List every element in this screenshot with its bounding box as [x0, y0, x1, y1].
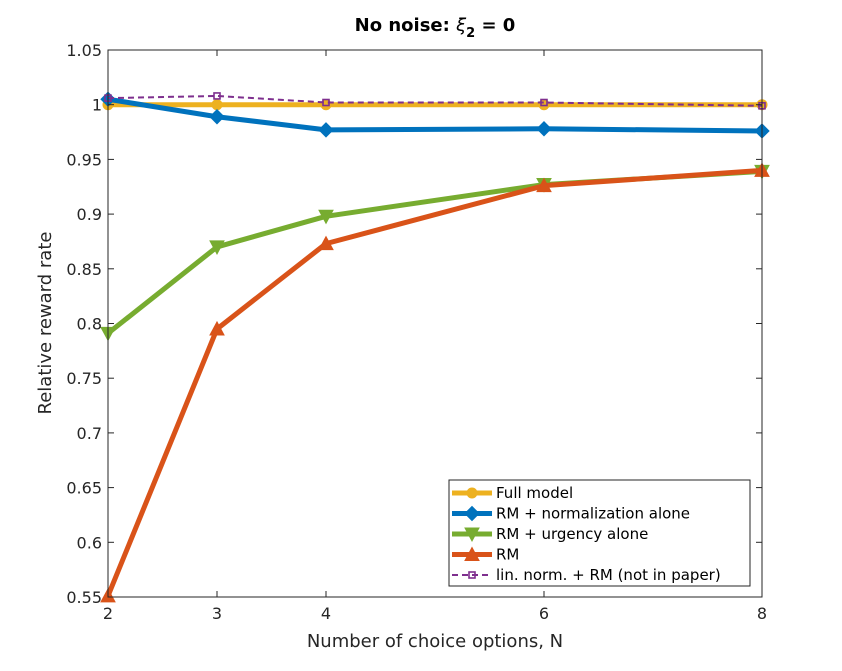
legend-marker-3 [464, 546, 480, 561]
x-tick-label: 4 [321, 604, 331, 623]
x-tick-label: 8 [757, 604, 767, 623]
x-tick-label: 6 [539, 604, 549, 623]
data-point [536, 121, 552, 137]
y-tick-label: 1 [92, 96, 102, 115]
data-point [211, 99, 223, 111]
data-point [540, 98, 548, 107]
data-point [209, 240, 225, 255]
y-tick-label: 0.95 [66, 150, 102, 169]
data-point [209, 109, 225, 125]
y-tick-label: 0.7 [77, 424, 102, 443]
x-tick-label: 3 [212, 604, 222, 623]
legend-box [448, 479, 751, 587]
y-tick-label: 0.55 [66, 588, 102, 607]
legend-marker-0 [466, 487, 478, 499]
data-point [318, 235, 334, 251]
legend: Full model RM + normalization alone RM + u… [448, 479, 751, 587]
legend-label-4: lin. norm. + RM (not in paper) [496, 566, 721, 584]
y-tick-label: 0.85 [66, 260, 102, 279]
data-point [536, 177, 552, 193]
legend-label-1: RM + normalization alone [496, 505, 690, 523]
data-point [318, 122, 334, 138]
y-tick-label: 0.6 [77, 533, 102, 552]
data-point [322, 98, 330, 107]
data-point [318, 209, 334, 225]
legend-label-0: Full model [496, 484, 573, 502]
y-tick-label: 0.9 [77, 205, 102, 224]
legend-label-2: RM + urgency alone [496, 525, 648, 543]
y-tick-label: 0.75 [66, 369, 102, 388]
axes-layer: 2 3 4 6 8 0.55 0.6 0.65 0.7 0.75 0.8 0.85 0.9 0.95 1 1.… [66, 41, 767, 623]
legend-marker-2 [464, 527, 480, 543]
legend-marker-1 [464, 505, 480, 522]
data-point [209, 320, 225, 336]
y-axis-label: Relative reward rate [35, 232, 56, 415]
series-line-4 [107, 94, 763, 107]
legend-label-3: RM [496, 546, 519, 564]
y-tick-label: 1.05 [66, 41, 102, 60]
y-tick-label: 0.8 [77, 315, 102, 334]
data-point [213, 92, 221, 100]
y-tick-label: 0.65 [66, 479, 102, 498]
x-axis-label: Number of choice options, N [307, 631, 563, 652]
legend-marker-4 [468, 571, 476, 579]
chart-title: No noise: ξ2 = 0 [355, 15, 516, 41]
x-tick-label: 2 [103, 604, 113, 623]
